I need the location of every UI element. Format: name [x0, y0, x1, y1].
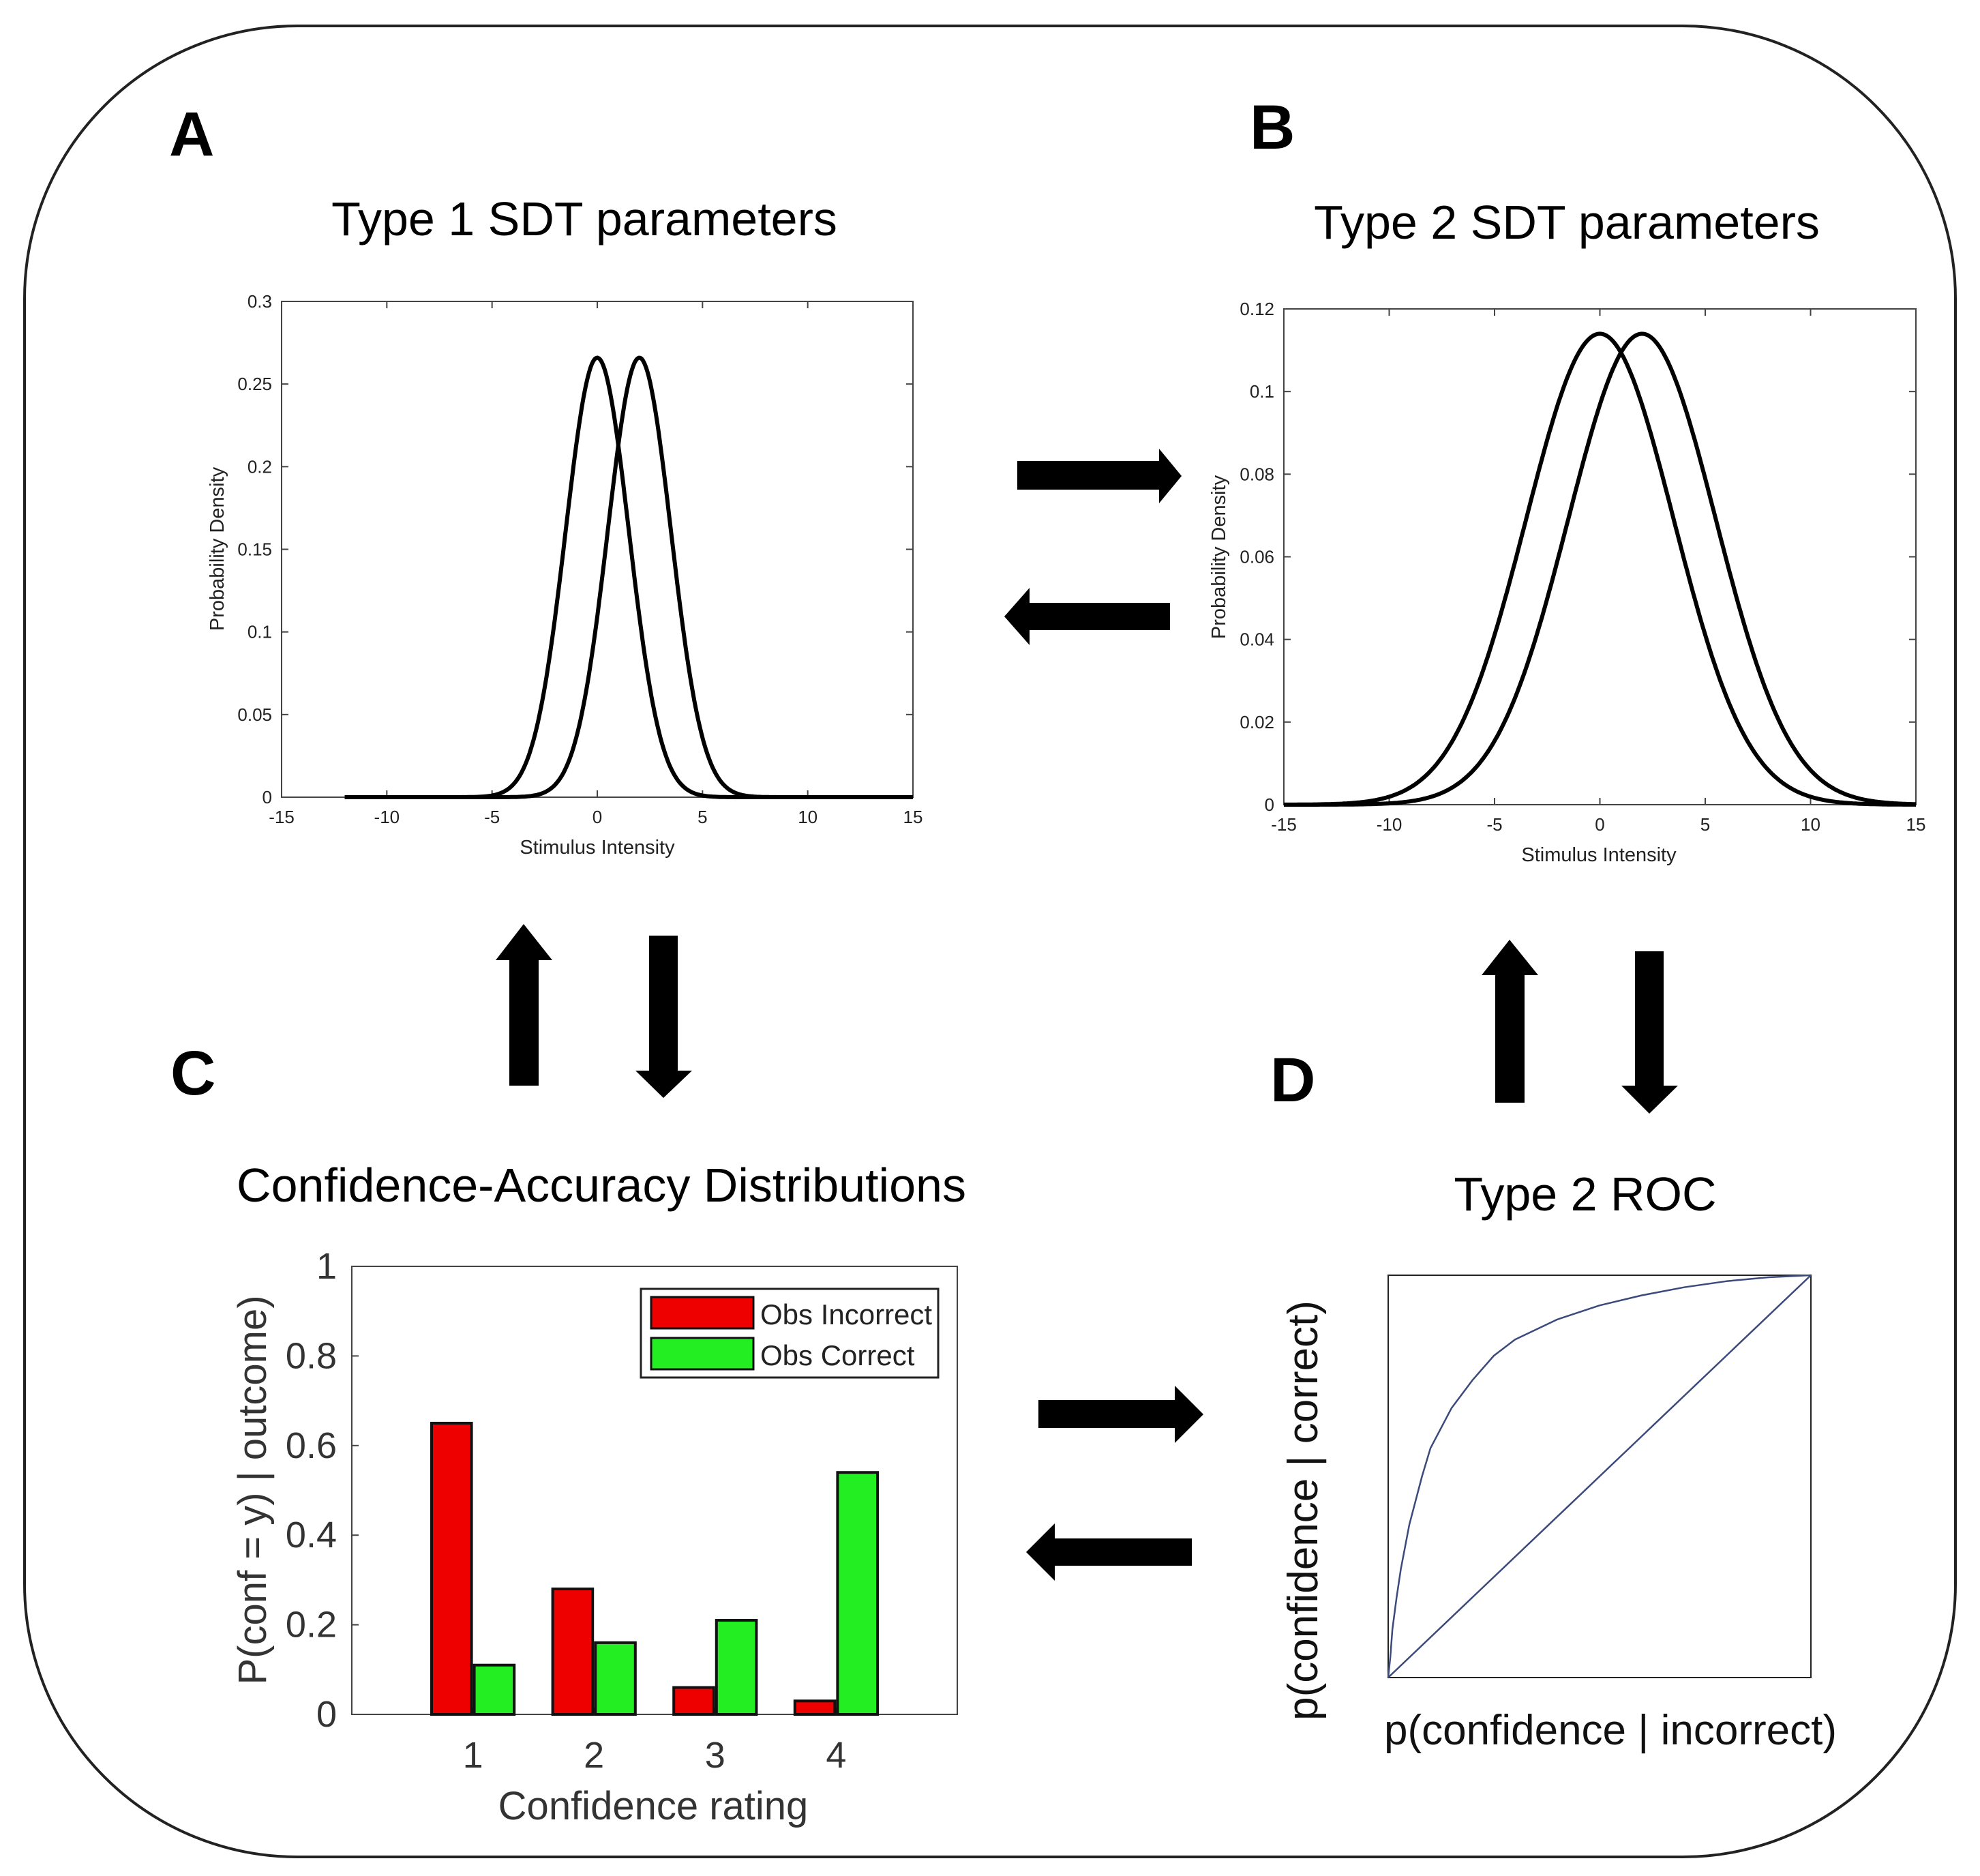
bar-correct-3	[715, 1619, 758, 1716]
y-tick-label: 0.06	[1240, 547, 1274, 567]
arrow-down-b-to-d	[1621, 951, 1678, 1114]
bar-incorrect-3	[672, 1686, 715, 1716]
y-tick-label: 0.8	[286, 1335, 337, 1376]
y-tick-label: 0.3	[247, 291, 272, 312]
legend-label-incorrect: Obs Incorrect	[760, 1298, 932, 1330]
panel-letter-c: C	[170, 1039, 215, 1108]
y-tick-label: 0.04	[1240, 629, 1274, 650]
chart-b-ylabel: Probability Density	[1208, 475, 1230, 639]
x-tick-label: 3	[705, 1735, 725, 1776]
chart-a-lines	[344, 355, 914, 799]
y-tick-label: 0.6	[286, 1425, 337, 1466]
figure-border	[23, 25, 1957, 1858]
x-tick-label: -15	[1271, 814, 1297, 835]
y-tick-label: 0.2	[247, 456, 272, 477]
x-tick-label: 10	[1801, 814, 1820, 835]
roc-line-type-2-roc	[1387, 1274, 1812, 1678]
bar-incorrect-2	[551, 1588, 595, 1716]
x-tick-label: 4	[826, 1735, 846, 1776]
panel-title-b: Type 2 SDT parameters	[1314, 196, 1820, 249]
density-curve-signal	[1283, 331, 1917, 807]
x-tick-label: 5	[698, 807, 707, 827]
bar-correct-1	[472, 1663, 516, 1716]
x-tick-label: -5	[1486, 814, 1502, 835]
arrow-up-c-to-a	[496, 924, 552, 1086]
bar-correct-2	[594, 1641, 637, 1716]
arrow-up-d-to-b	[1482, 940, 1538, 1103]
chart-c: 0 0.2 0.4 0.6 0.8 1 1 2 3 4 Confidence rating P(c…	[230, 1246, 958, 1828]
legend-label-correct: Obs Correct	[760, 1339, 915, 1371]
y-tick-label: 0.08	[1240, 464, 1274, 484]
x-tick-label: -10	[1377, 814, 1402, 835]
arrow-right-c-to-d	[1038, 1386, 1203, 1443]
x-tick-label: 1	[463, 1735, 483, 1776]
y-tick-label: 0.2	[286, 1605, 337, 1646]
chart-a-axes	[281, 301, 914, 798]
legend-swatch-correct	[650, 1337, 755, 1371]
bar-correct-4	[836, 1471, 880, 1716]
x-tick-label: 0	[1595, 814, 1604, 835]
chart-b-xlabel: Stimulus Intensity	[1521, 844, 1677, 866]
chart-c-ticks: 0 0.2 0.4 0.6 0.8 1 1 2 3 4	[286, 1246, 847, 1776]
panel-title-a: Type 1 SDT parameters	[331, 192, 837, 245]
chart-c-bars	[430, 1421, 880, 1716]
density-curve-signal	[344, 355, 914, 799]
chart-d-ylabel: p(confidence | correct)	[1280, 1300, 1327, 1721]
x-tick-label: 0	[592, 807, 602, 827]
y-tick-label: 0.12	[1240, 299, 1274, 319]
y-tick-label: 0.05	[237, 704, 272, 725]
arrow-left-b-to-a	[1004, 588, 1170, 645]
chart-a-ylabel: Probability Density	[207, 466, 228, 631]
chart-a-xlabel: Stimulus Intensity	[520, 837, 675, 859]
y-tick-label: 0.02	[1240, 712, 1274, 732]
chart-b-axes	[1283, 308, 1917, 805]
panel-letter-d: D	[1270, 1045, 1315, 1115]
bar-incorrect-4	[793, 1699, 837, 1716]
chart-a: -15 -10 -5 0 5 10 15 0 0.05 0.1 0.15 0.2 0.25 0.3 Sti…	[207, 291, 922, 859]
y-tick-label: 0.4	[286, 1515, 337, 1555]
panel-letter-a: A	[169, 100, 214, 169]
y-tick-label: 0	[1265, 794, 1274, 815]
chart-b-lines	[1283, 331, 1917, 807]
arrows	[496, 449, 1678, 1581]
y-tick-label: 0	[316, 1694, 337, 1735]
x-tick-label: 5	[1700, 814, 1710, 835]
x-tick-label: -15	[269, 807, 295, 827]
chart-d-xlabel: p(confidence | incorrect)	[1384, 1707, 1837, 1754]
density-curve-noise	[1283, 331, 1917, 807]
x-tick-label: 15	[1906, 814, 1926, 835]
chart-d: p(confidence | incorrect) p(confidence |…	[1280, 1274, 1837, 1754]
chart-b: -15 -10 -5 0 5 10 15 0 0.02 0.04 0.06 0.08 0.1 0.12 S…	[1208, 299, 1925, 866]
roc-line-chance	[1388, 1275, 1812, 1678]
arrow-left-d-to-c	[1026, 1523, 1192, 1581]
chart-c-legend: Obs Incorrect Obs Correct	[640, 1287, 940, 1379]
chart-d-lines	[1387, 1274, 1812, 1678]
panel-letter-b: B	[1250, 93, 1295, 162]
panel-title-c: Confidence-Accuracy Distributions	[237, 1159, 966, 1212]
chart-d-axes	[1388, 1275, 1812, 1678]
arrow-right-a-to-b	[1017, 449, 1182, 503]
x-tick-label: 2	[584, 1735, 604, 1776]
x-tick-label: -5	[484, 807, 500, 827]
chart-c-axes	[351, 1266, 958, 1715]
y-tick-label: 0.1	[247, 622, 272, 642]
y-tick-label: 0	[262, 787, 272, 807]
arrow-down-a-to-c	[635, 936, 692, 1098]
y-tick-label: 0.1	[1250, 381, 1274, 402]
chart-a-ticks: -15 -10 -5 0 5 10 15 0 0.05 0.1 0.15 0.2 0.25 0.3	[237, 291, 922, 827]
panel-title-d: Type 2 ROC	[1454, 1167, 1716, 1221]
x-tick-label: 15	[903, 807, 923, 827]
chart-c-xlabel: Confidence rating	[498, 1784, 809, 1828]
x-tick-label: -10	[374, 807, 400, 827]
y-tick-label: 0.25	[237, 374, 272, 394]
x-tick-label: 10	[798, 807, 817, 827]
bar-incorrect-1	[430, 1421, 473, 1716]
chart-c-ylabel: P(conf = y) | outcome)	[230, 1295, 275, 1684]
chart-b-ticks: -15 -10 -5 0 5 10 15 0 0.02 0.04 0.06 0.08 0.1 0.12	[1240, 299, 1925, 835]
legend-swatch-incorrect	[650, 1296, 755, 1330]
y-tick-label: 0.15	[237, 539, 272, 560]
y-tick-label: 1	[316, 1246, 337, 1287]
density-curve-noise	[344, 355, 914, 799]
